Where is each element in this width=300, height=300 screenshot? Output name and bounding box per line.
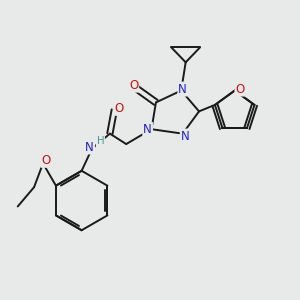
Text: N: N <box>85 140 94 154</box>
Text: H: H <box>97 136 104 146</box>
Text: O: O <box>41 154 51 167</box>
Text: N: N <box>143 123 152 136</box>
Text: O: O <box>236 82 245 96</box>
Text: O: O <box>129 79 138 92</box>
Text: N: N <box>178 82 187 96</box>
Text: O: O <box>114 102 123 115</box>
Text: N: N <box>181 130 189 142</box>
